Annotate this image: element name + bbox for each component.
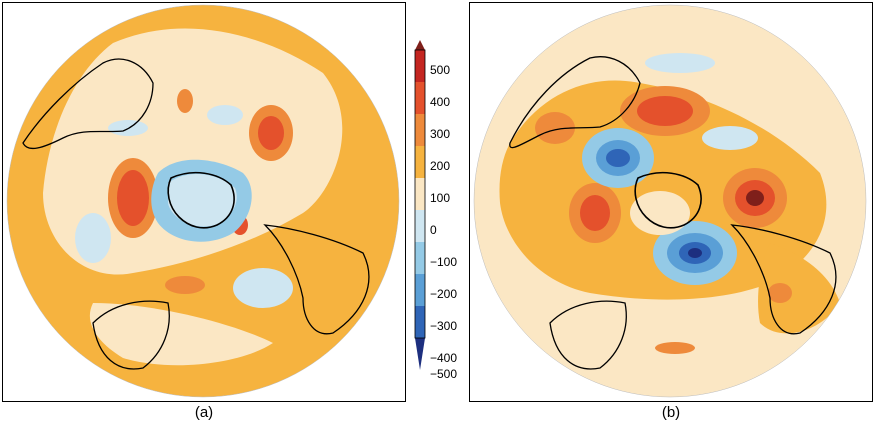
colorbar-swatch <box>415 50 425 82</box>
colorbar-tick-label: −500 <box>430 367 457 380</box>
colorbar-tick-label: 300 <box>430 127 450 141</box>
polar-map-b <box>473 4 867 398</box>
positive-anomaly <box>637 96 693 126</box>
colorbar-tick-label: 100 <box>430 191 450 205</box>
colorbar-swatch <box>415 114 425 146</box>
colorbar-tick-label: 0 <box>430 223 437 237</box>
negative-anomaly <box>606 149 630 167</box>
positive-anomaly <box>258 116 284 150</box>
colorbar-swatch <box>415 242 425 274</box>
colorbar-frame <box>414 49 426 339</box>
coastline-landmass <box>92 300 170 370</box>
positive-anomaly <box>746 190 764 206</box>
map-edge <box>6 4 400 398</box>
negative-anomaly <box>645 53 715 73</box>
anomaly-warm-region <box>758 243 840 334</box>
caption-a: (a) <box>194 404 214 421</box>
colorbar-bottom-arrow <box>415 338 425 370</box>
coastline-landmass <box>22 58 154 150</box>
caption-b: (b) <box>661 404 681 421</box>
coastline-antarctica <box>167 171 235 229</box>
coastline-landmass <box>730 224 837 335</box>
colorbar-tick-label: 400 <box>430 95 450 109</box>
colorbar-swatch <box>415 146 425 178</box>
colorbar: 500 400 300 200 100 0 −100 −200 −300 −40… <box>414 40 457 380</box>
coastline-antarctica <box>634 171 702 229</box>
colorbar-top-arrow <box>415 40 425 50</box>
negative-anomaly <box>207 105 243 125</box>
coastline-landmass <box>549 300 627 370</box>
map-panel-b <box>469 2 873 402</box>
positive-anomaly <box>655 342 695 354</box>
negative-anomaly <box>688 248 702 258</box>
colorbar-swatch <box>415 210 425 242</box>
colorbar-swatch <box>415 178 425 210</box>
colorbar-tick-label: −100 <box>430 255 457 269</box>
colorbar-tick-label: 200 <box>430 159 450 173</box>
negative-anomaly <box>233 268 293 308</box>
map-edge <box>473 4 867 398</box>
colorbar-tick-label: 500 <box>430 63 450 77</box>
negative-anomaly <box>168 173 237 227</box>
positive-anomaly <box>580 195 610 231</box>
anomaly-pale-region <box>89 303 273 366</box>
anomaly-pale-region <box>630 191 690 235</box>
negative-anomaly <box>702 126 758 150</box>
map-panel-a <box>2 2 406 402</box>
positive-anomaly <box>165 276 205 294</box>
colorbar-swatch <box>415 82 425 114</box>
positive-anomaly <box>535 112 575 144</box>
colorbar-tick-label: −300 <box>430 319 457 333</box>
positive-anomaly <box>177 89 193 113</box>
colorbar-tick-label: −400 <box>430 351 457 365</box>
coastline-landmass <box>509 56 641 149</box>
negative-anomaly <box>75 213 111 263</box>
coastline-landmass <box>263 224 370 335</box>
colorbar-swatch <box>415 274 425 306</box>
colorbar-tick-label: −200 <box>430 287 457 301</box>
positive-anomaly <box>768 283 792 303</box>
colorbar-swatch <box>415 306 425 338</box>
polar-map-a <box>6 4 400 398</box>
positive-anomaly <box>117 170 149 226</box>
